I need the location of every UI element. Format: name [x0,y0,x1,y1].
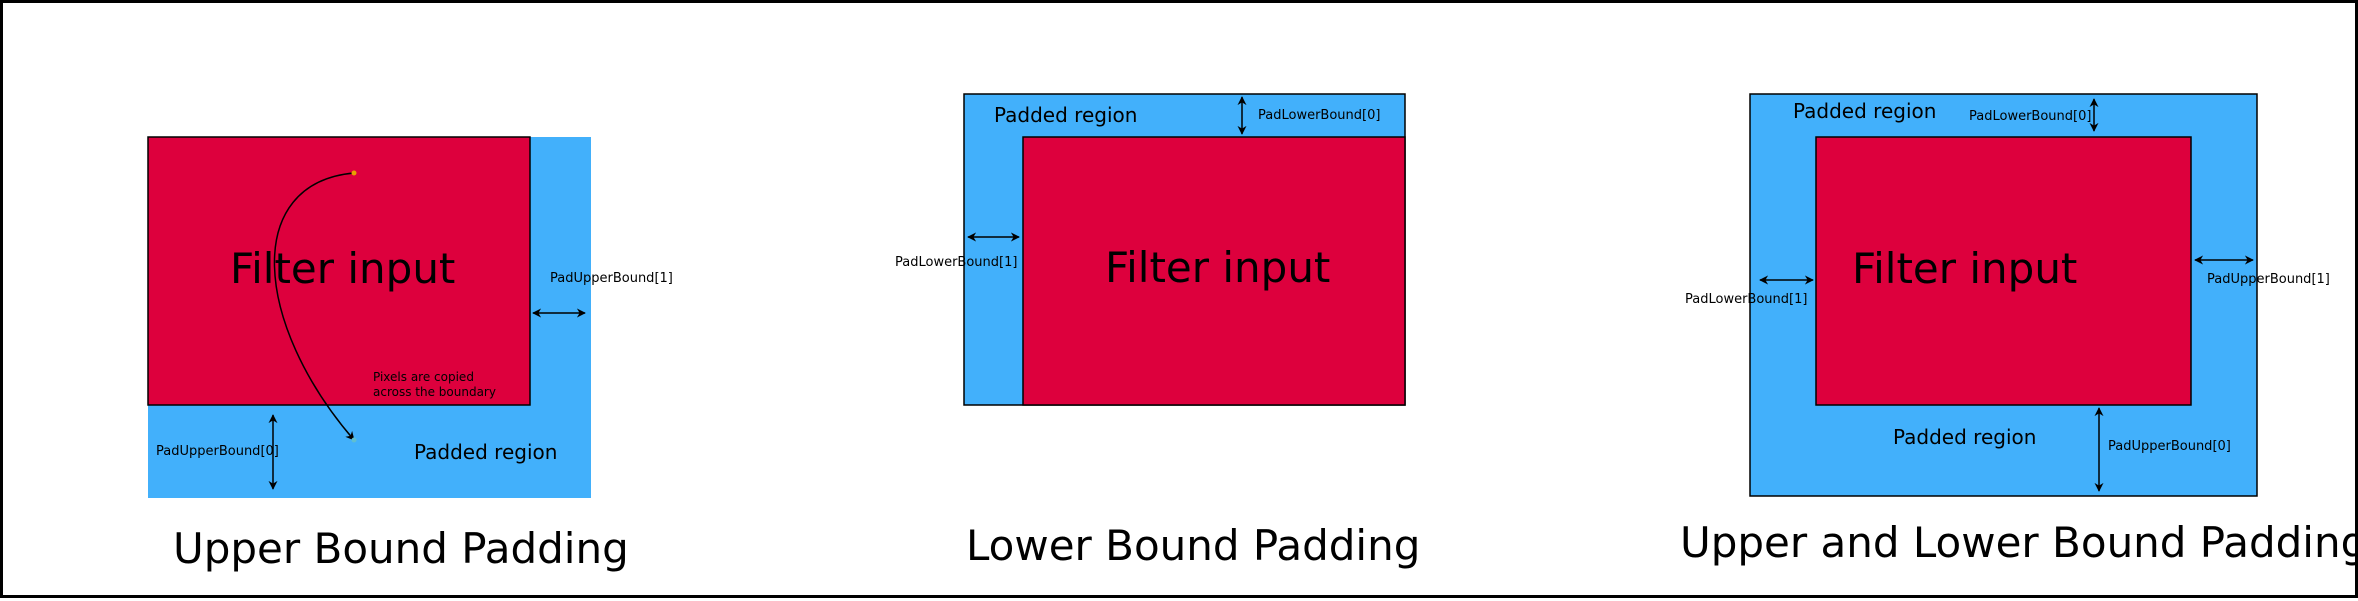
p1-copy-note: Pixels are copied across the boundary [373,370,496,399]
p1-padded-label: Padded region [414,440,558,464]
p2-lower-bound-1-label: PadLowerBound[1] [895,255,1018,270]
p1-copy-end-point [351,437,357,443]
p3-filter-label: Filter input [1852,244,2078,293]
p2-title: Lower Bound Padding [966,521,1421,570]
p1-upper-bound-1-label: PadUpperBound[1] [550,271,673,286]
p3-lower-bound-1-label: PadLowerBound[1] [1685,292,1808,307]
p1-title: Upper Bound Padding [173,524,629,573]
p1-copy-curve [273,172,355,441]
p3-padded-label-bottom: Padded region [1893,425,2037,449]
p2-lower-bound-0-label: PadLowerBound[0] [1258,108,1381,123]
p2-padded-label: Padded region [994,103,1138,127]
p2-filter-label: Filter input [1105,243,1331,292]
p3-upper-bound-0-label: PadUpperBound[0] [2108,439,2231,454]
p3-lower-bound-0-label: PadLowerBound[0] [1969,109,2092,124]
p3-title: Upper and Lower Bound Padding [1680,518,2358,567]
p3-upper-bound-1-label: PadUpperBound[1] [2207,272,2330,287]
p3-filter-input [1815,136,2192,406]
diagram-graphics [147,93,2258,498]
p1-upper-bound-0-label: PadUpperBound[0] [156,444,279,459]
p1-copy-start-point [351,170,357,176]
p1-filter-input [147,136,531,406]
p3-padded-label-top: Padded region [1793,99,1937,123]
p2-filter-input [1022,136,1406,406]
p1-filter-label: Filter input [230,244,456,293]
